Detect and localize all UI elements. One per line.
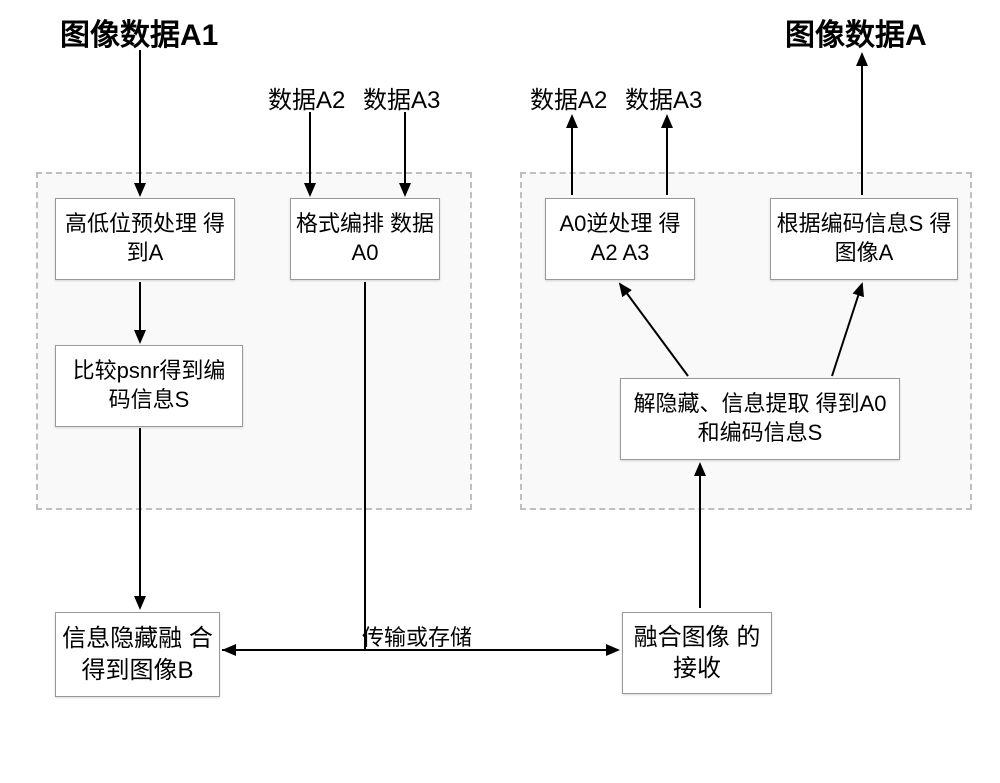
node-format-a0: 格式编排 数据A0 <box>290 198 440 280</box>
title-left: 图像数据A1 <box>60 10 218 54</box>
node-preprocess: 高低位预处理 得到A <box>55 198 235 280</box>
node-label: 根据编码信息S 得图像A <box>775 210 953 267</box>
node-psnr-encode: 比较psnr得到编 码信息S <box>55 345 243 427</box>
node-label: 融合图像 的接收 <box>627 622 767 684</box>
input-a2-left: 数据A2 <box>268 80 345 115</box>
node-hide-fuse: 信息隐藏融 合得到图像B <box>55 612 220 697</box>
diagram-canvas: 图像数据A1 图像数据A 数据A2 数据A3 数据A2 数据A3 高低位预处理 … <box>0 0 1000 783</box>
input-a3-left: 数据A3 <box>363 80 440 115</box>
edge-label-transmit: 传输或存储 <box>362 620 472 652</box>
node-label: 解隐藏、信息提取 得到A0和编码信息S <box>625 390 895 447</box>
node-a0-inverse: A0逆处理 得A2 A3 <box>545 198 695 280</box>
node-decode-image: 根据编码信息S 得图像A <box>770 198 958 280</box>
node-label: A0逆处理 得A2 A3 <box>550 210 690 267</box>
node-label: 高低位预处理 得到A <box>60 210 230 267</box>
node-receive: 融合图像 的接收 <box>622 612 772 694</box>
node-label: 信息隐藏融 合得到图像B <box>60 623 215 685</box>
input-a3-right: 数据A3 <box>625 80 702 115</box>
node-extract: 解隐藏、信息提取 得到A0和编码信息S <box>620 378 900 460</box>
title-right: 图像数据A <box>785 10 927 54</box>
input-a2-right: 数据A2 <box>530 80 607 115</box>
node-label: 比较psnr得到编 码信息S <box>60 357 238 414</box>
node-label: 格式编排 数据A0 <box>295 210 435 267</box>
